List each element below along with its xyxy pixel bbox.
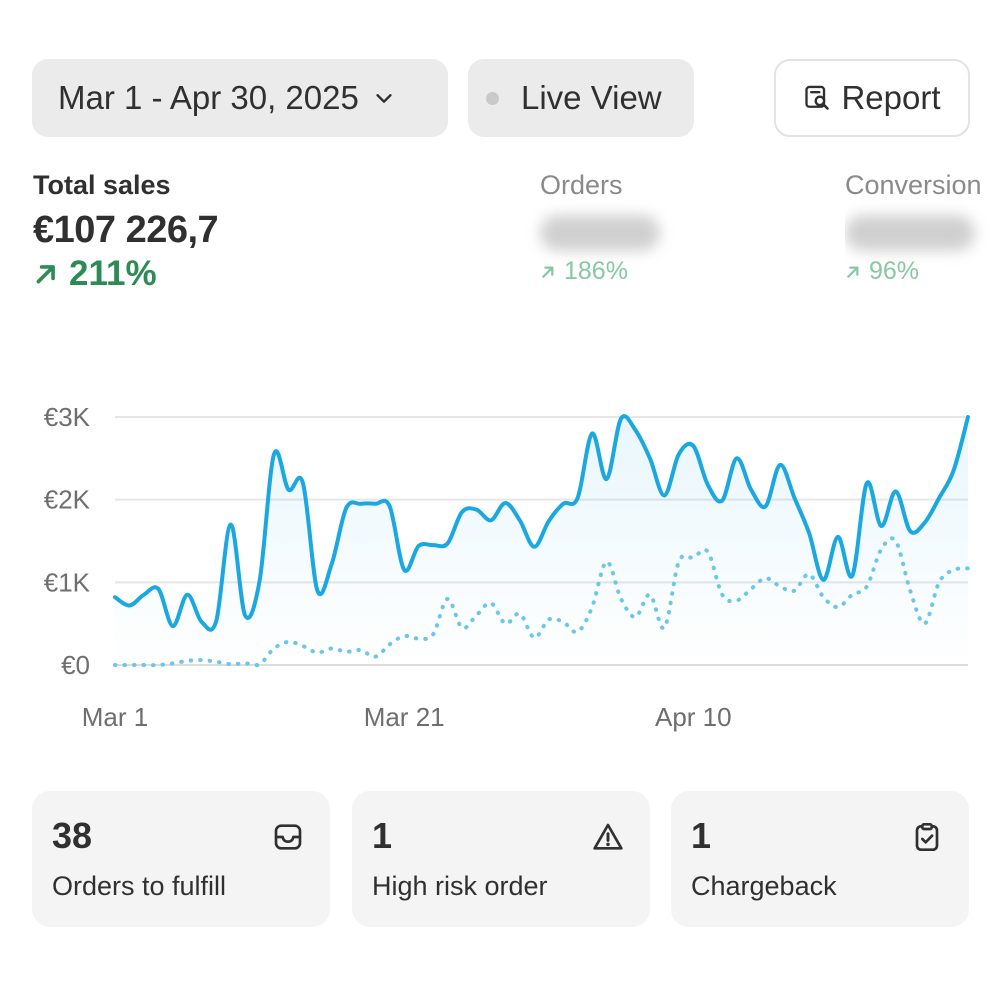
metric-change-value: 186% <box>564 257 628 285</box>
metric-orders[interactable]: Orders 186% <box>540 170 660 286</box>
card-high-risk-order[interactable]: 1 High risk order <box>352 791 650 927</box>
metric-value-redacted <box>845 215 975 251</box>
live-view-button[interactable]: Live View <box>468 59 694 137</box>
metric-label: Total sales <box>33 170 171 200</box>
clipboard-check-icon <box>915 823 939 851</box>
series-line-previous <box>113 536 970 668</box>
y-tick-label: €0 <box>61 650 90 680</box>
card-label: Orders to fulfill <box>52 871 227 901</box>
card-chargeback[interactable]: 1 Chargeback <box>671 791 969 927</box>
series-line-current <box>113 414 970 632</box>
metric-change-value: 96% <box>869 257 920 285</box>
card-count: 1 <box>691 815 712 856</box>
y-tick-label: €1K <box>44 567 91 597</box>
arrow-up-right-icon <box>36 265 55 284</box>
chevron-down-icon <box>376 94 392 103</box>
metric-change: 186% <box>540 257 660 286</box>
card-count: 38 <box>52 815 93 856</box>
card-orders-to-fulfill[interactable]: 38 Orders to fulfill <box>32 791 330 927</box>
metric-change-value: 211% <box>69 254 157 293</box>
x-tick-label: Mar 21 <box>364 702 445 732</box>
report-search-icon <box>805 85 830 110</box>
y-tick-label: €3K <box>44 402 91 432</box>
sales-line-chart[interactable]: €3K €2K €1K €0 Mar 1 Mar 21 Apr 10 <box>0 380 1000 740</box>
report-label: Report <box>841 79 941 116</box>
arrow-up-right-icon <box>542 266 554 278</box>
date-range-picker[interactable]: Mar 1 - Apr 30, 2025 <box>32 59 448 137</box>
live-view-label: Live View <box>521 79 662 116</box>
card-count: 1 <box>372 815 393 856</box>
metric-conversion[interactable]: Conversion 96% <box>845 170 1000 286</box>
metric-change: 211% <box>33 254 218 294</box>
metric-value-redacted <box>540 215 660 251</box>
report-button[interactable]: Report <box>774 59 970 137</box>
metric-label: Conversion <box>845 170 982 200</box>
arrow-up-right-icon <box>847 266 859 278</box>
live-status-dot <box>486 91 499 105</box>
y-tick-label: €2K <box>44 485 91 515</box>
inbox-icon <box>274 824 302 850</box>
alert-triangle-icon <box>593 823 623 850</box>
metric-total-sales[interactable]: Total sales €107 226,7 211% <box>33 170 219 294</box>
x-tick-label: Mar 1 <box>82 702 148 732</box>
date-range-label: Mar 1 - Apr 30, 2025 <box>58 79 359 116</box>
x-tick-label: Apr 10 <box>655 702 732 732</box>
metric-value: €107 226,7 <box>33 209 219 251</box>
card-label: Chargeback <box>691 871 837 901</box>
card-label: High risk order <box>372 871 548 901</box>
metric-change: 96% <box>845 257 1000 286</box>
metric-label: Orders <box>540 170 623 200</box>
